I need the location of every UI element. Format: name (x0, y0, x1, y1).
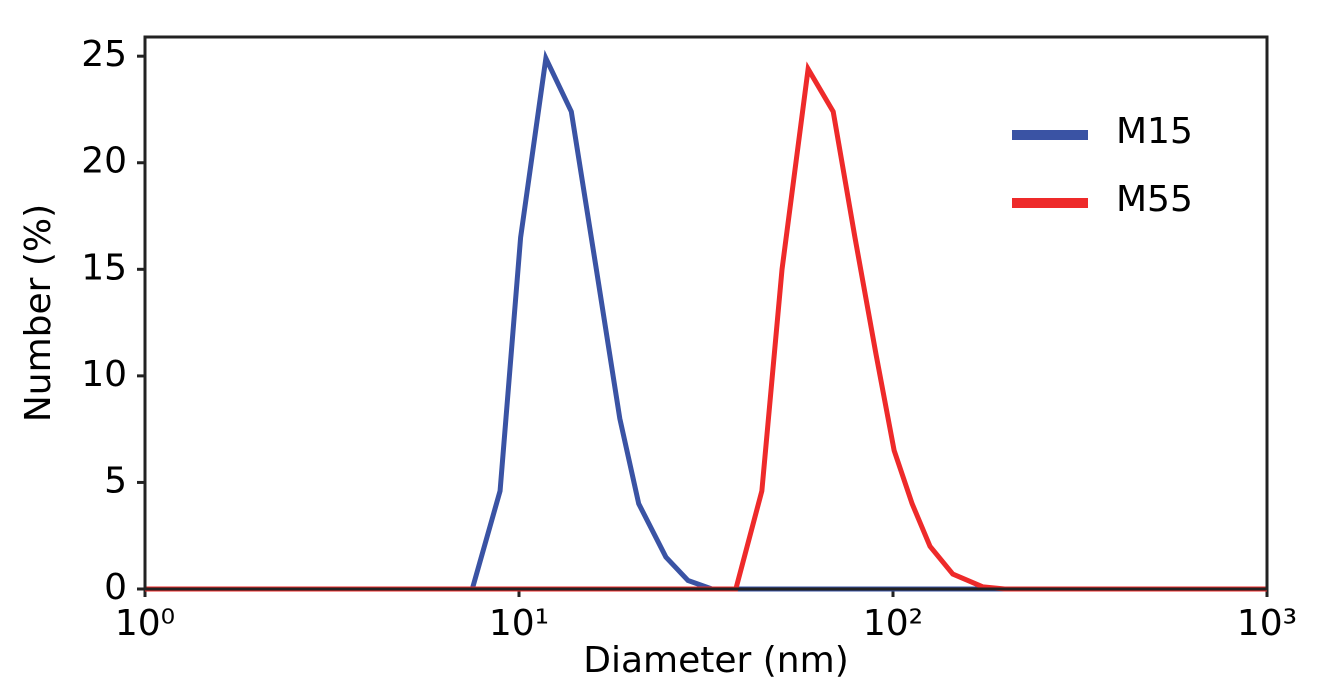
y-tick-label: 5 (104, 460, 127, 501)
y-axis-label: Number (%) (18, 204, 59, 422)
legend-label: M55 (1116, 179, 1193, 220)
plot-frame (143, 35, 1269, 591)
x-tick-label: 10³ (1237, 603, 1297, 644)
series-line (145, 61, 1267, 592)
y-tick-label: 10 (81, 354, 127, 395)
x-axis-label: Diameter (nm) (583, 640, 848, 681)
series-line (145, 49, 1267, 592)
x-tick-label: 10¹ (489, 603, 549, 644)
x-tick-label: 10² (863, 603, 923, 644)
y-tick-label: 15 (81, 247, 127, 288)
legend-label: M15 (1116, 111, 1193, 152)
y-tick-label: 20 (81, 141, 127, 182)
y-tick-label: 0 (104, 567, 127, 608)
y-tick-label: 25 (81, 34, 127, 75)
x-tick-label: 10⁰ (115, 603, 175, 644)
